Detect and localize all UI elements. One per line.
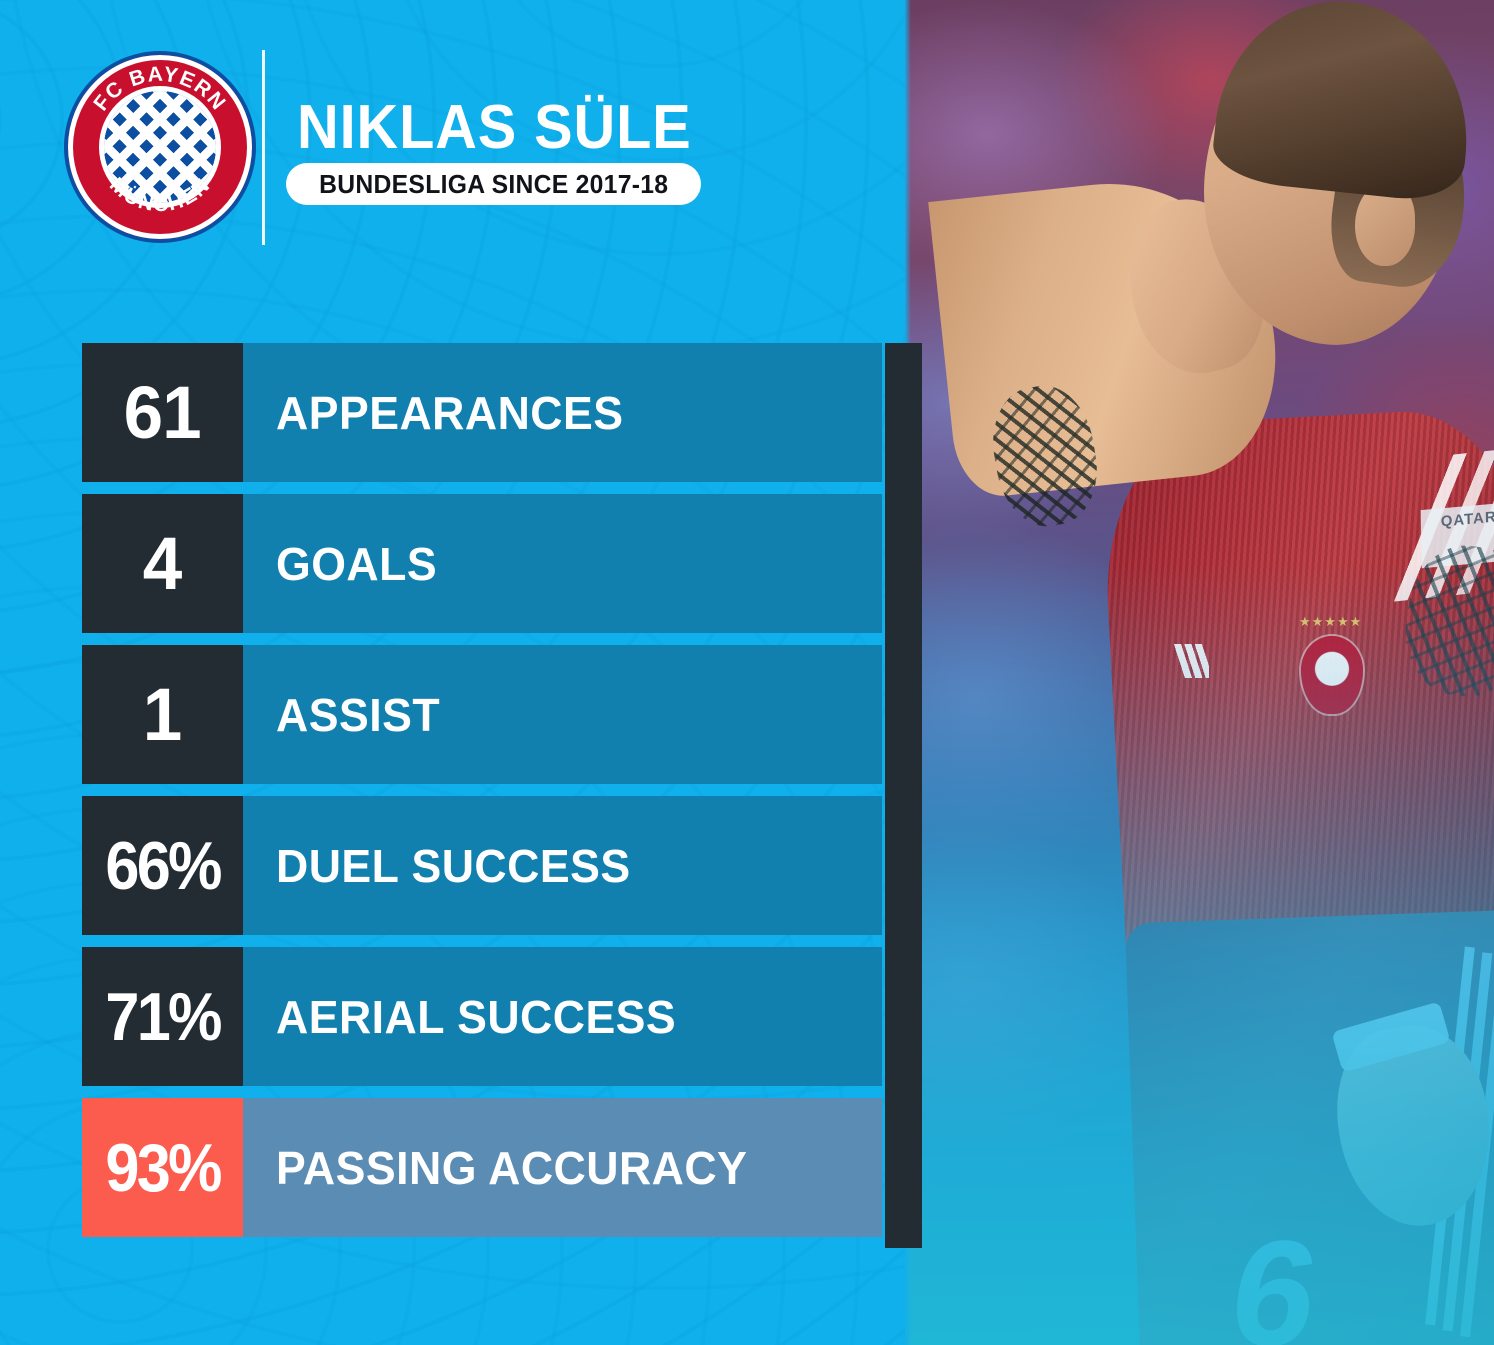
- stat-value-box: 1: [82, 645, 243, 784]
- stat-label-bar: AERIAL SUCCESS: [243, 947, 882, 1086]
- stats-side-accent-bar: [885, 343, 922, 1248]
- player-photo: QATAR ★★★★★ 6: [905, 0, 1494, 1345]
- bavarian-diamond-pattern: [104, 91, 216, 203]
- stat-value-box: 71%: [82, 947, 243, 1086]
- stat-row: 61 APPEARANCES: [82, 343, 882, 482]
- stat-value-text: 1: [143, 672, 183, 756]
- stat-label-text: DUEL SUCCESS: [276, 839, 631, 892]
- stat-label-text: ASSIST: [276, 688, 441, 741]
- stat-label-bar: DUEL SUCCESS: [243, 796, 882, 935]
- subtitle-badge: BUNDESLIGA SINCE 2017-18: [286, 163, 702, 205]
- stat-label-text: APPEARANCES: [276, 386, 624, 439]
- page-title: NIKLAS SÜLE: [297, 93, 692, 162]
- stat-row: 66% DUEL SUCCESS: [82, 796, 882, 935]
- stat-value-box: 66%: [82, 796, 243, 935]
- stat-label-bar: ASSIST: [243, 645, 882, 784]
- stat-row: 4 GOALS: [82, 494, 882, 633]
- stat-value-text: 4: [143, 521, 183, 605]
- crest-bottom-text: MÜNCHEN: [105, 173, 215, 216]
- stat-label-text: GOALS: [276, 537, 438, 590]
- championship-stars-icon: ★★★★★: [1299, 614, 1363, 629]
- stats-panel: 61 APPEARANCES 4 GOALS 1 ASSIST 66% DUEL SUCCES…: [82, 343, 922, 1248]
- stat-label-text: AERIAL SUCCESS: [276, 990, 677, 1043]
- stat-label-bar: PASSING ACCURACY: [243, 1098, 882, 1237]
- stat-value-box: 93%: [82, 1098, 243, 1237]
- crest-lettering: FC BAYERN MÜNCHEN: [89, 63, 230, 217]
- stat-value-box: 61: [82, 343, 243, 482]
- stat-row: 1 ASSIST: [82, 645, 882, 784]
- stat-label-bar: APPEARANCES: [243, 343, 882, 482]
- header-divider: [262, 50, 265, 245]
- stat-value-text: 93%: [105, 1129, 222, 1206]
- jersey-club-crest-icon: [1301, 636, 1363, 714]
- stat-value-text: 66%: [105, 827, 222, 904]
- adidas-logo-icon: [1155, 644, 1209, 678]
- stat-label-text: PASSING ACCURACY: [276, 1141, 748, 1194]
- fc-bayern-crest-icon: FC BAYERN MÜNCHEN: [68, 55, 252, 239]
- stat-value-text: 61: [123, 370, 202, 454]
- stat-value-text: 71%: [105, 978, 222, 1055]
- subtitle-text: BUNDESLIGA SINCE 2017-18: [319, 168, 669, 199]
- player-hair: [1209, 0, 1481, 205]
- stat-value-box: 4: [82, 494, 243, 633]
- player-figure: QATAR ★★★★★ 6: [928, 0, 1494, 1345]
- stat-row: 71% AERIAL SUCCESS: [82, 947, 882, 1086]
- stat-label-bar: GOALS: [243, 494, 882, 633]
- header: FC BAYERN MÜNCHEN NIKLAS SÜLE BUNDESLIGA…: [0, 0, 905, 300]
- crest-center: [104, 91, 216, 203]
- stat-row: 93% PASSING ACCURACY: [82, 1098, 882, 1237]
- crest-top-text: FC BAYERN: [89, 63, 230, 116]
